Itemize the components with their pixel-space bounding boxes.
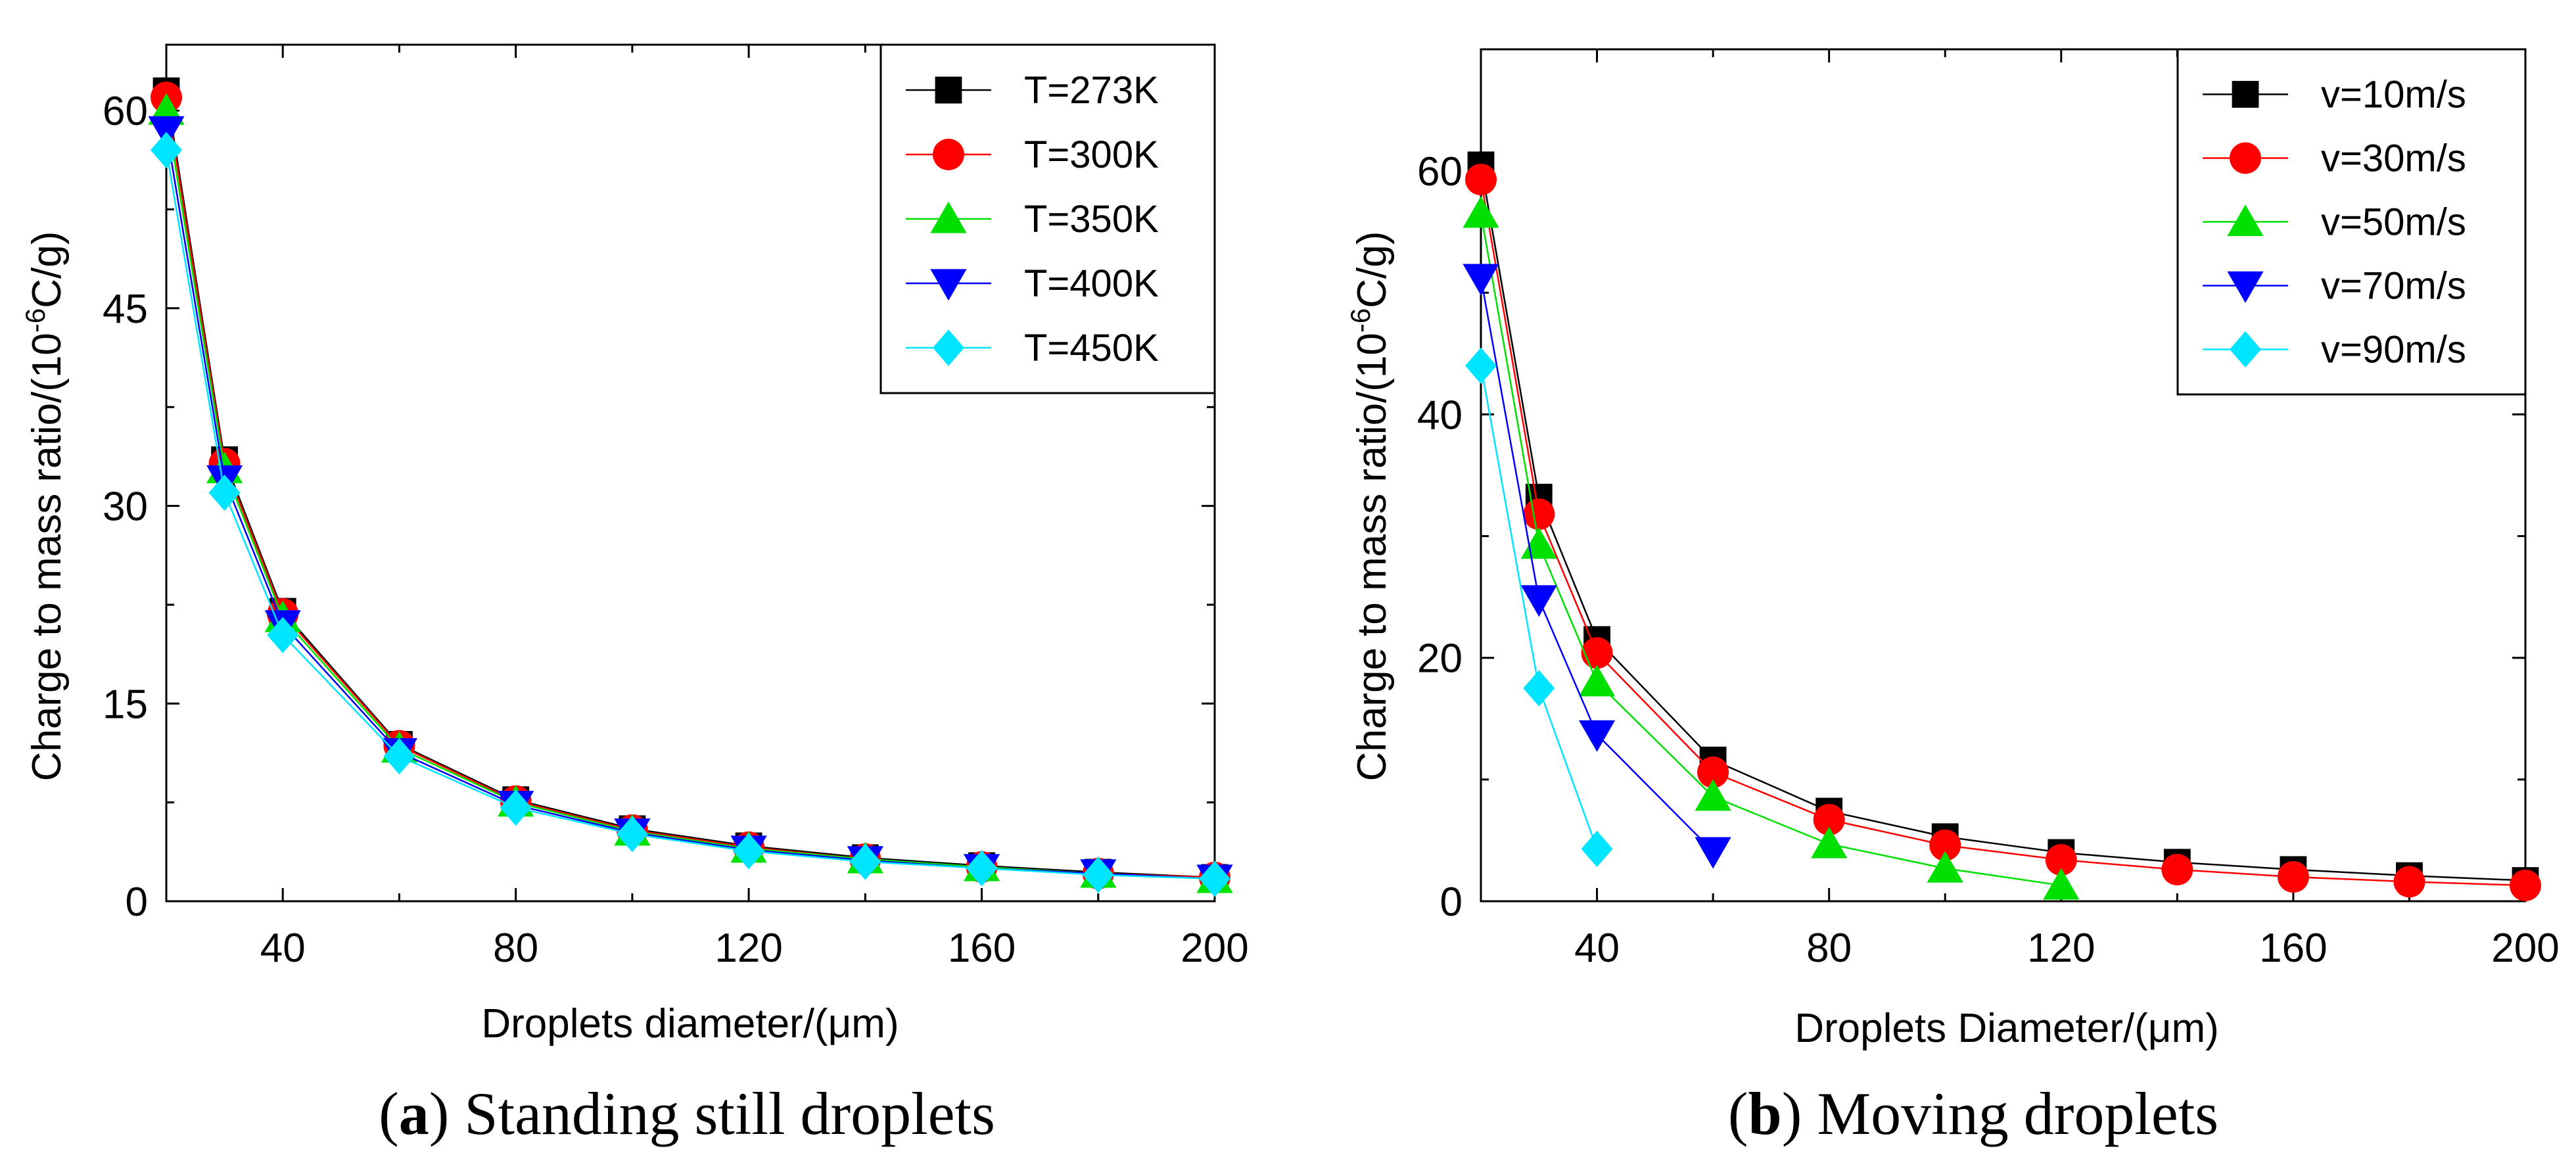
chart-a-x-tick-label: 200	[1181, 926, 1248, 971]
chart-b-caption: (b) Moving droplets	[1728, 1080, 2218, 1147]
chart-b-series-3-point	[1578, 720, 1616, 752]
chart-b-y-tick-label: 0	[1440, 880, 1463, 925]
chart-b-legend-marker-2	[2227, 204, 2264, 237]
chart-b-series-3-point	[1520, 585, 1557, 617]
chart-a-series-4-point	[1082, 857, 1114, 893]
chart-b-y-tick-label: 40	[1417, 392, 1463, 438]
chart-b-legend-label-2: v=50m/s	[2321, 201, 2466, 244]
chart-b-series-2-point	[1578, 665, 1616, 697]
chart-b-series-1-point	[1813, 803, 1845, 835]
chart-a-ylabel: Charge to mass ratio/(10-6C/g)	[20, 231, 70, 782]
chart-b-series-1-point	[2393, 866, 2425, 898]
chart-a-legend-marker-0	[935, 76, 962, 104]
chart-a-y-tick-label: 30	[103, 484, 148, 530]
chart-b-x-tick-label: 160	[2259, 926, 2327, 971]
chart-a-series-4-point	[616, 816, 648, 853]
chart-b-series-1-point	[2510, 869, 2541, 901]
chart-b-series-4-point	[1523, 670, 1555, 707]
chart-a-series-4-point	[267, 617, 299, 653]
chart-b-legend-label-4: v=90m/s	[2321, 329, 2466, 371]
chart-b-legend-marker-1	[2230, 142, 2261, 174]
chart-b-y-tick-label: 60	[1417, 149, 1463, 195]
chart-b-series-2-point	[1927, 851, 1963, 883]
chart-b-series-1-point	[1523, 498, 1555, 530]
chart-a-caption: (a) Standing still droplets	[379, 1080, 995, 1147]
chart-b-legend-label-1: v=30m/s	[2321, 137, 2466, 180]
chart-b-x-tick-label: 80	[1806, 926, 1852, 971]
chart-b-series-1-point	[1465, 164, 1497, 196]
chart-a-legend-label-3: T=400K	[1024, 262, 1159, 305]
chart-a-xlabel: Droplets diameter/(μm)	[481, 1001, 899, 1047]
chart-b-series-1-point	[1581, 637, 1613, 669]
chart-b-y-tick-label: 20	[1417, 636, 1463, 682]
chart-a-legend-marker-3	[930, 269, 967, 301]
chart-b-xlabel: Droplets Diameter/(μm)	[1794, 1006, 2219, 1051]
chart-b-series-1-point	[2045, 844, 2077, 876]
chart-b-series-2-point	[2043, 868, 2080, 900]
chart-a-y-tick-label: 15	[103, 682, 148, 727]
chart-a-series-4-point	[208, 474, 241, 511]
chart-b-series-4-point	[1581, 830, 1613, 867]
chart-a-legend-label-1: T=300K	[1024, 133, 1159, 176]
chart-b-plot-frame	[1480, 48, 2527, 903]
chart-a-x-tick-label: 160	[948, 926, 1016, 971]
chart-b-series-1-point	[2161, 853, 2193, 885]
chart-b-legend-marker-3	[2227, 271, 2264, 303]
chart-b-series-1-point	[1929, 829, 1961, 861]
chart-b-series-3-point	[1463, 264, 1499, 296]
chart-b-series-2-point	[1811, 826, 1848, 859]
chart-b-x-tick-label: 40	[1574, 926, 1620, 971]
chart-a-series-4-point	[383, 738, 415, 775]
chart-b-series-2-point	[1695, 779, 1731, 811]
chart-b-x-tick-label: 120	[2027, 926, 2095, 971]
chart-b-x-tick-label: 200	[2491, 926, 2559, 971]
chart-a-series-4-point	[151, 131, 182, 168]
chart-a-series-4-point	[1199, 860, 1230, 897]
chart-b: Droplets Diameter/(μm) Charge to mass ra…	[1345, 48, 2560, 1147]
chart-a-x-tick-label: 80	[493, 926, 538, 971]
chart-b-series-4-point	[1465, 347, 1497, 384]
chart-a-legend-marker-1	[933, 139, 964, 170]
chart-b-legend-marker-0	[2232, 81, 2259, 108]
chart-a-x-tick-label: 120	[714, 926, 782, 971]
chart-a-y-tick-label: 0	[126, 880, 148, 925]
chart-a-legend-label-0: T=273K	[1024, 69, 1159, 112]
chart-a: Droplets diameter/(μm) Charge to mass ra…	[20, 43, 1249, 1147]
chart-b-legend-label-3: v=70m/s	[2321, 265, 2466, 308]
chart-a-series-4-point	[966, 850, 998, 887]
chart-b-series-1-point	[1697, 756, 1729, 788]
chart-b-series-3-point	[1695, 837, 1731, 869]
chart-b-legend-marker-4	[2230, 331, 2261, 368]
chart-a-legend-label-2: T=350K	[1024, 198, 1159, 241]
chart-a-y-tick-label: 45	[103, 287, 148, 332]
chart-a-series-4-point	[849, 843, 881, 880]
chart-a-legend-marker-2	[930, 201, 967, 233]
chart-a-x-tick-label: 40	[260, 926, 306, 971]
chart-a-y-tick-label: 60	[103, 89, 148, 134]
chart-a-legend-marker-4	[933, 329, 964, 366]
chart-a-series-3-point	[148, 116, 185, 148]
chart-b-series-2-point	[1463, 196, 1499, 228]
chart-b-ylabel: Charge to mass ratio/(10-6C/g)	[1345, 231, 1395, 782]
chart-a-series-4-point	[733, 833, 765, 870]
chart-a-plot-frame	[165, 43, 1216, 903]
chart-b-legend-label-0: v=10m/s	[2321, 74, 2466, 116]
chart-a-series-4-point	[500, 789, 532, 826]
chart-b-series-line-3	[1480, 277, 1714, 852]
chart-a-legend-label-4: T=450K	[1024, 327, 1159, 369]
chart-b-series-1-point	[2277, 860, 2309, 893]
